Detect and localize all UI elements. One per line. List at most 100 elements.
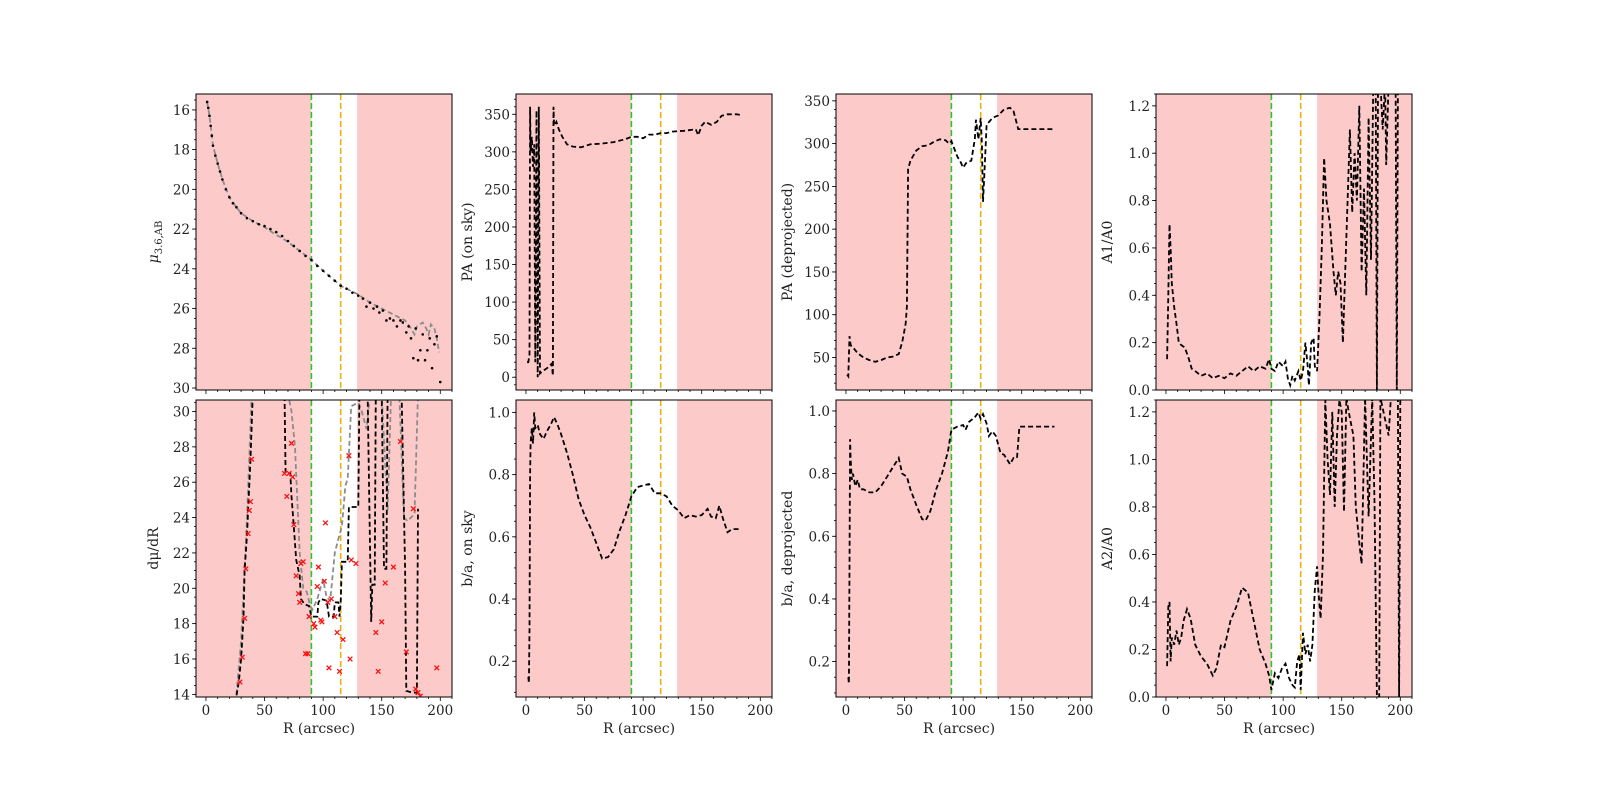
data-point [407,325,410,328]
panel-4: 0.0 0.2 0.4 0.6 0.8 1.0 1.2 A1/A0 [1100,93,1413,399]
x-marker [340,636,346,643]
y-axis-label-text: dμ/dR [146,527,162,570]
data-point [239,211,243,215]
data-point [207,106,210,110]
data-point [210,134,214,138]
x-marker [315,564,322,570]
data-point [416,358,420,362]
y-tick-label: 0.6 [489,530,510,546]
y-tick-label: 0.4 [809,592,830,608]
black-dashed-line [1166,94,1399,390]
x-tick-label: 50 [256,703,273,719]
x-marker [281,470,288,477]
x-marker [319,619,325,625]
data-point [214,154,217,157]
y-axis-label: dμ/dR [146,527,162,570]
x-tick-label: 0 [842,703,851,719]
x-marker [300,558,306,565]
x-marker [378,619,385,625]
y-tick-label: 24 [173,262,190,278]
y-tick-label: 14 [173,687,190,703]
x-marker [291,521,297,528]
data-point [372,307,375,310]
y-tick-label: 250 [804,179,830,195]
axes-frame [835,399,1093,698]
data-point [378,311,381,314]
data-point [409,337,413,340]
data-point [385,319,388,322]
data-point [298,249,301,253]
y-tick-label: 350 [804,94,830,110]
data-point [428,337,432,340]
shaded-region [836,94,952,390]
x-marker [334,629,340,636]
y-tick-label: 50 [493,333,510,349]
y-tick-label: 0.8 [1129,500,1150,516]
y-tick-label: 22 [173,546,190,562]
y-tick-label: 1.0 [809,404,830,420]
data-point [361,297,365,300]
y-axis-label: PA (on sky) [460,202,476,281]
y-tick-label: 200 [484,220,510,236]
x-marker [295,590,302,597]
x-marker [321,578,328,584]
y-axis-label-text: A2/A0 [1100,527,1116,571]
x-marker [246,507,253,514]
y-tick-label: 0.6 [809,529,830,545]
shaded-region [357,94,452,390]
black-dashed-line [846,106,1055,380]
x-marker [410,505,417,512]
y-tick-label: 26 [173,302,190,318]
data-point [228,196,231,199]
x-marker [288,440,295,447]
plot-area [196,94,452,390]
axes-frame [835,93,1093,391]
data-point [392,319,395,322]
y-axis-label-text: b/a, on sky [460,510,476,586]
y-axis-label: A2/A0 [1100,527,1116,571]
x-marker [382,580,388,586]
data-point [216,162,219,165]
x-marker [373,629,379,636]
x-tick-label: 150 [369,703,395,719]
x-marker [247,498,254,505]
x-marker [348,557,354,563]
x-marker [346,452,352,459]
y-tick-label: 200 [804,222,830,238]
x-marker [375,668,381,675]
x-marker [237,679,243,685]
data-point [339,284,342,288]
black-dashed-line [1166,400,1402,697]
y-tick-label: 0.0 [1129,383,1150,399]
x-marker [403,649,410,655]
data-point [286,239,290,243]
x-marker [353,560,359,567]
data-point [280,234,284,238]
x-marker [326,665,332,671]
y-axis-label: A1/A0 [1100,221,1116,265]
data-point [412,356,415,360]
x-marker [417,693,424,697]
y-axis-label-text: μ [146,254,162,263]
x-tick-label: 50 [576,703,593,719]
x-tick-label: 200 [747,703,773,719]
data-point [426,348,429,352]
plot-area [516,94,772,390]
gray-dashed-line [235,400,419,695]
y-tick-label: 350 [484,107,510,123]
shaded-region [196,400,312,697]
y-tick-label: 20 [173,581,190,597]
y-axis-label: b/a, deprojected [780,491,796,607]
data-point [438,380,442,384]
data-point [433,343,436,346]
y-tick-label: 300 [484,145,510,161]
y-tick-label: 0.2 [1129,336,1150,352]
y-axis-label: b/a, on sky [460,510,476,586]
y-axis-label-text: A1/A0 [1100,221,1116,265]
data-point [368,301,372,304]
shaded-region [1156,94,1272,390]
panel-8: 0 50 100 150 200 0.0 0.2 0.4 0.6 0.8 1.0 1.2 A2/A0 R … [1100,399,1413,737]
y-tick-label: 100 [484,295,510,311]
x-marker [347,656,353,662]
x-marker [312,624,318,630]
